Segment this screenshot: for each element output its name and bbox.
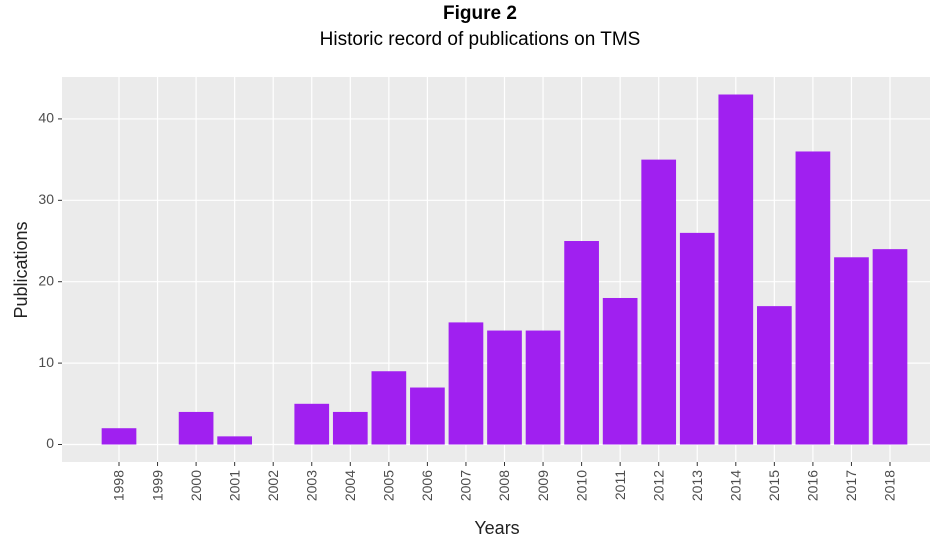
y-tick-label: 0 xyxy=(46,435,54,451)
x-tick-label: 2010 xyxy=(573,470,589,501)
bar xyxy=(178,411,214,445)
x-tick-label: 2005 xyxy=(381,470,397,501)
bar xyxy=(718,94,754,445)
x-tick-label: 2002 xyxy=(265,470,281,501)
x-tick-label: 2004 xyxy=(342,470,358,501)
bar xyxy=(834,257,869,445)
x-tick-label: 1998 xyxy=(111,470,127,501)
x-tick-label: 2018 xyxy=(882,470,898,501)
bar xyxy=(371,371,407,445)
bar xyxy=(487,330,522,445)
chart-title: Figure 2 xyxy=(443,3,517,24)
x-tick-label: 2000 xyxy=(188,470,204,501)
x-tick-label: 2007 xyxy=(458,470,474,501)
bar xyxy=(410,387,445,445)
x-tick-label: 1999 xyxy=(149,470,165,501)
x-tick-label: 2012 xyxy=(650,470,666,501)
bar xyxy=(679,232,715,445)
x-tick-label: 2009 xyxy=(535,470,551,501)
x-axis-label: Years xyxy=(474,518,519,538)
bar xyxy=(641,159,677,445)
bar xyxy=(448,322,484,445)
bar xyxy=(101,428,137,445)
bar xyxy=(332,411,368,445)
x-tick-label: 2003 xyxy=(303,470,319,501)
bar xyxy=(294,403,330,445)
x-tick-label: 2013 xyxy=(689,470,705,501)
x-tick-label: 2014 xyxy=(728,470,744,501)
y-tick-label: 30 xyxy=(38,191,54,207)
bar xyxy=(872,249,908,445)
bar xyxy=(795,151,831,445)
bar xyxy=(757,306,792,445)
x-tick-label: 2008 xyxy=(496,470,512,501)
bar xyxy=(525,330,561,445)
bar xyxy=(217,436,252,445)
y-tick-label: 10 xyxy=(38,354,54,370)
x-tick-label: 2015 xyxy=(766,470,782,501)
x-tick-label: 2011 xyxy=(612,470,628,500)
y-axis-label: Publications xyxy=(11,221,31,318)
x-tick-label: 2001 xyxy=(226,470,242,501)
y-tick-label: 40 xyxy=(38,110,54,126)
bar xyxy=(564,241,599,445)
x-tick-label: 2017 xyxy=(843,470,859,501)
bar xyxy=(602,297,638,445)
y-tick-label: 20 xyxy=(38,272,54,288)
chart-subtitle: Historic record of publications on TMS xyxy=(320,29,641,50)
x-tick-label: 2016 xyxy=(805,470,821,501)
x-tick-label: 2006 xyxy=(419,470,435,501)
